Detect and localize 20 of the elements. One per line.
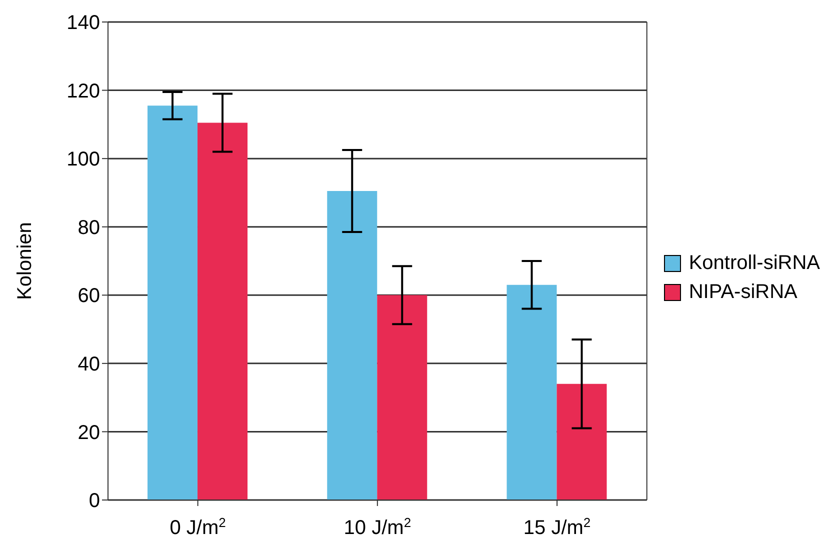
y-axis-title: Kolonien	[14, 222, 36, 300]
legend-label: Kontroll-siRNA	[688, 252, 820, 275]
y-tick-label: 100	[66, 148, 100, 171]
bar	[327, 191, 378, 500]
y-tick-label: 140	[66, 12, 100, 34]
y-tick-label: 40	[78, 354, 100, 376]
bar	[198, 122, 248, 500]
legend-label: NIPA-siRNA	[688, 281, 798, 304]
x-tick-label: 0 J/m$^{2}$	[170, 514, 226, 539]
y-tick-label: 20	[78, 422, 100, 444]
y-tick-label: 80	[78, 216, 100, 239]
bar	[148, 106, 198, 500]
y-tick-label: 60	[78, 285, 100, 308]
bar	[506, 284, 557, 500]
y-tick-label: 120	[66, 80, 100, 102]
x-tick-label: 15 J/m$^{2}$	[523, 514, 591, 539]
y-tick-label: 0	[88, 490, 100, 512]
bar	[377, 295, 428, 500]
x-tick-label: 10 J/m$^{2}$	[344, 514, 412, 539]
bar	[556, 384, 607, 500]
